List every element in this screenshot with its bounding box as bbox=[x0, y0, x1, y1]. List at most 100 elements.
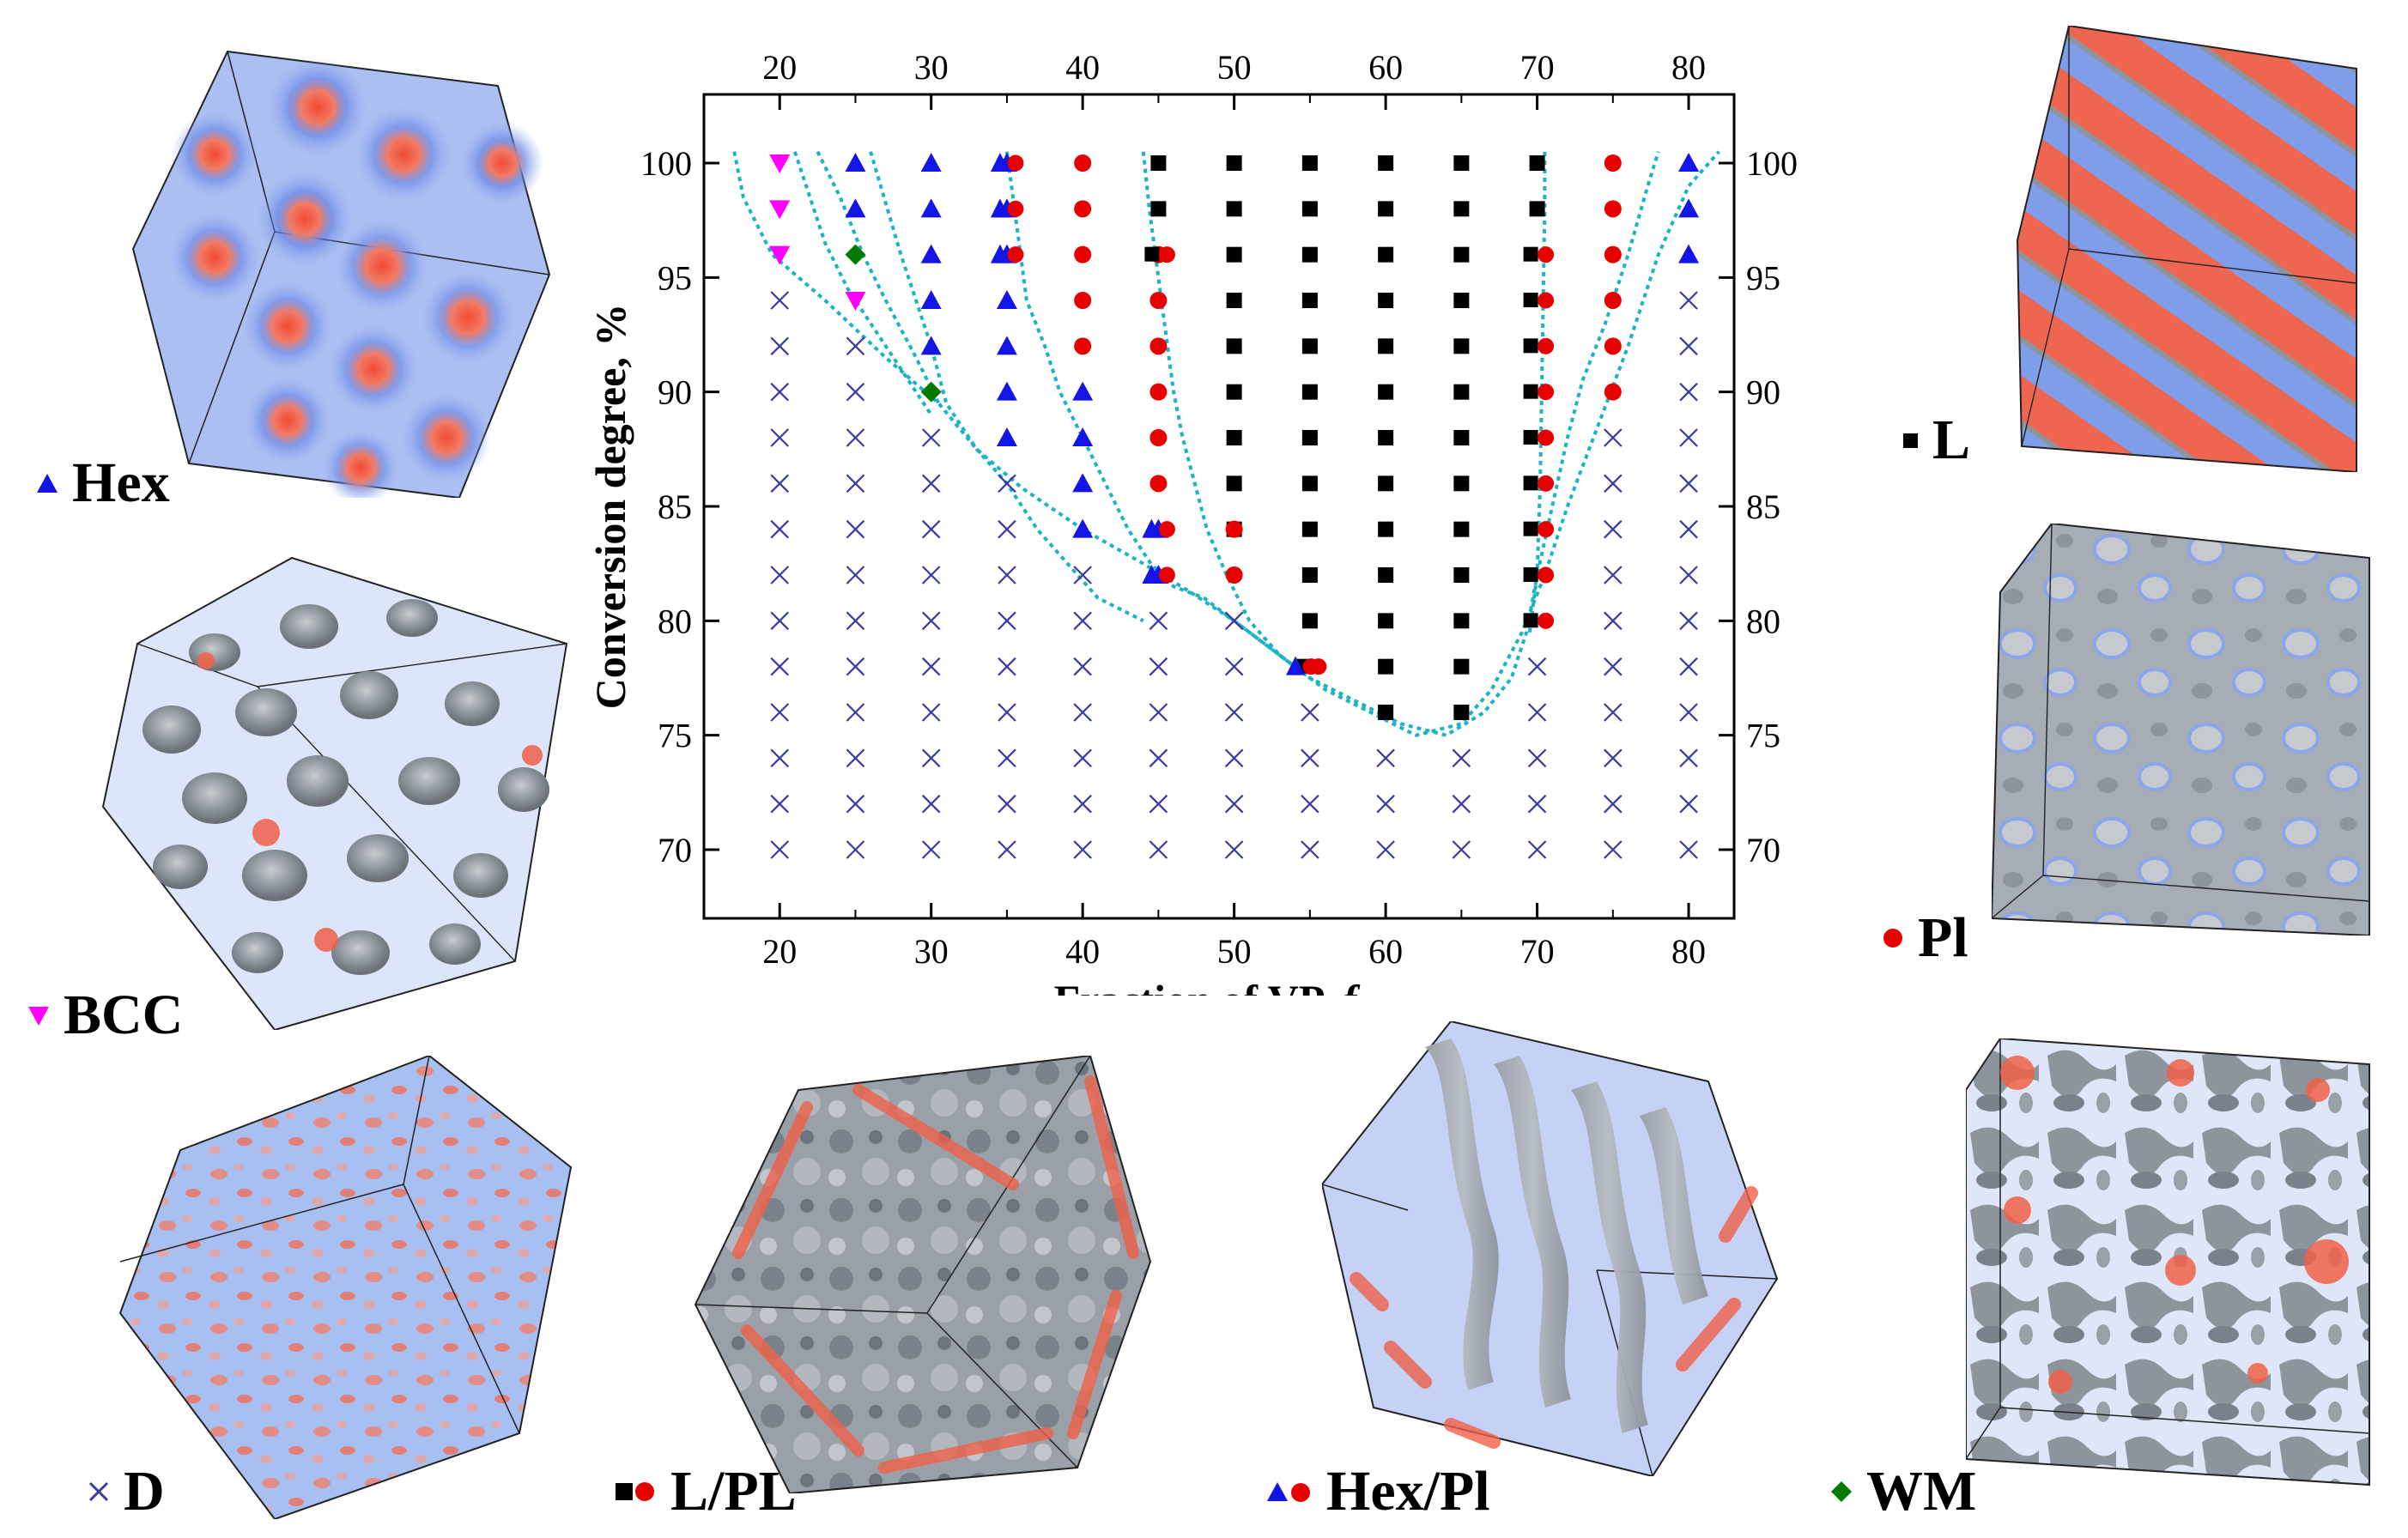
marker-l bbox=[1453, 246, 1470, 263]
marker-d bbox=[998, 566, 1016, 584]
marker-d bbox=[1604, 566, 1623, 584]
y-tick-label-left: 100 bbox=[640, 144, 692, 183]
marker-l bbox=[1226, 475, 1242, 492]
snapshot-hex bbox=[120, 34, 567, 498]
plot-frame bbox=[702, 93, 1736, 920]
x-tick-label-bottom: 50 bbox=[1217, 932, 1252, 971]
marker-l-pl bbox=[1523, 521, 1555, 538]
marker-d bbox=[1679, 566, 1698, 584]
snapshot-hexpl bbox=[1322, 1021, 1786, 1476]
marker-hex-pl bbox=[1142, 565, 1175, 584]
disordered-cube-render bbox=[118, 1056, 573, 1519]
snapshot-bcc bbox=[86, 549, 584, 1030]
marker-d bbox=[998, 703, 1016, 722]
marker-d bbox=[1224, 703, 1244, 722]
marker-l bbox=[1453, 521, 1470, 537]
lpl-cube-render bbox=[694, 1056, 1152, 1493]
marker-d bbox=[1376, 748, 1395, 768]
marker-bcc bbox=[769, 245, 791, 265]
marker-d bbox=[1604, 794, 1623, 814]
marker-hex bbox=[920, 153, 942, 172]
marker-bcc bbox=[769, 200, 791, 220]
legend-hex-label: Hex bbox=[72, 451, 170, 514]
marker-l bbox=[1150, 155, 1167, 171]
triangle-up-icon bbox=[37, 474, 58, 493]
marker-d bbox=[1679, 428, 1698, 447]
marker-d bbox=[921, 566, 941, 584]
marker-l bbox=[1453, 658, 1470, 675]
marker-d bbox=[1149, 840, 1168, 859]
legend-wm: WM bbox=[1829, 1459, 1976, 1524]
marker-d bbox=[846, 382, 865, 402]
snapshot-d bbox=[103, 1056, 584, 1519]
y-tick-label-right: 85 bbox=[1746, 487, 1780, 526]
marker-pl bbox=[1149, 337, 1168, 355]
marker-pl bbox=[1074, 200, 1092, 218]
marker-l bbox=[1301, 567, 1318, 583]
marker-pl bbox=[1604, 245, 1622, 263]
marker-d bbox=[1452, 840, 1471, 859]
marker-d bbox=[1679, 794, 1698, 814]
marker-hex bbox=[845, 153, 866, 172]
marker-d bbox=[1073, 748, 1092, 768]
y-tick-label-left: 75 bbox=[658, 717, 692, 755]
marker-d bbox=[1073, 657, 1092, 676]
marker-l bbox=[1301, 246, 1318, 263]
marker-d bbox=[846, 474, 865, 493]
boundary-line-4 bbox=[1004, 151, 1296, 669]
marker-d bbox=[1149, 611, 1168, 631]
marker-d bbox=[1301, 703, 1319, 722]
marker-hex bbox=[996, 290, 1017, 309]
marker-d bbox=[998, 657, 1016, 676]
marker-d bbox=[921, 657, 941, 676]
x-tick-label-bottom: 30 bbox=[914, 932, 949, 971]
y-axis-label: Conversion degree, % bbox=[592, 304, 634, 710]
marker-pl bbox=[1074, 154, 1092, 172]
marker-d bbox=[1073, 566, 1092, 584]
legend-l-label: L bbox=[1932, 409, 1971, 471]
marker-hex-pl bbox=[1142, 518, 1175, 538]
marker-pl bbox=[1225, 520, 1243, 538]
marker-d bbox=[846, 519, 865, 539]
marker-d bbox=[921, 703, 941, 722]
marker-l bbox=[1453, 384, 1470, 400]
marker-d bbox=[770, 474, 790, 493]
marker-l bbox=[1301, 521, 1318, 537]
marker-hex bbox=[1072, 473, 1094, 493]
marker-d bbox=[1149, 794, 1168, 814]
square-circle-icon bbox=[616, 1482, 654, 1501]
lamellar-cube-render bbox=[2016, 26, 2357, 472]
marker-l bbox=[1378, 430, 1394, 445]
marker-l bbox=[1453, 613, 1470, 629]
square-icon bbox=[1903, 433, 1918, 448]
marker-d bbox=[770, 519, 790, 539]
x-tick-label-bottom: 70 bbox=[1520, 932, 1555, 971]
marker-d bbox=[846, 748, 865, 768]
legend-hexpl-label: Hex/Pl bbox=[1326, 1460, 1490, 1523]
marker-d bbox=[1604, 657, 1623, 676]
marker-l-pl bbox=[1523, 566, 1555, 584]
legend-d: D bbox=[86, 1459, 165, 1524]
marker-d bbox=[1604, 748, 1623, 768]
marker-d bbox=[1301, 840, 1319, 859]
marker-pl bbox=[1149, 292, 1168, 309]
marker-d bbox=[1604, 611, 1623, 631]
marker-d bbox=[770, 703, 790, 722]
x-tick-label-top: 50 bbox=[1217, 48, 1252, 87]
legend-bcc-label: BCC bbox=[64, 984, 184, 1046]
marker-hex bbox=[996, 381, 1017, 401]
marker-d bbox=[770, 794, 790, 814]
marker-d bbox=[1073, 611, 1092, 631]
bcc-cube-render bbox=[101, 556, 568, 1030]
marker-hex bbox=[1072, 518, 1094, 538]
triangle-down-icon bbox=[28, 1007, 49, 1026]
marker-d bbox=[1679, 336, 1698, 356]
hex-cube-render bbox=[131, 50, 551, 498]
diamond-icon bbox=[1831, 1481, 1852, 1502]
marker-hex-pl bbox=[1286, 656, 1319, 675]
phase-boundaries bbox=[732, 150, 1720, 737]
marker-d bbox=[1452, 748, 1471, 768]
marker-l bbox=[1301, 155, 1318, 171]
marker-d bbox=[770, 428, 790, 447]
marker-d bbox=[1527, 703, 1547, 722]
